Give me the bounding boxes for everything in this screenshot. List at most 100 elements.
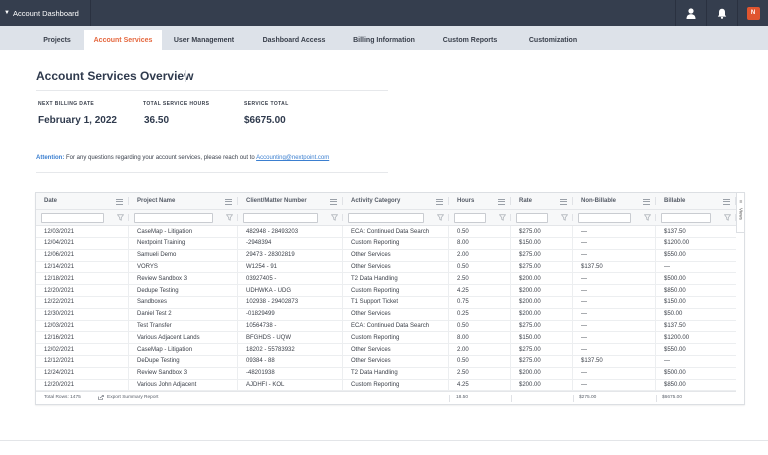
cell-activity-category: Custom Reporting	[343, 285, 449, 296]
column-header-activity-category[interactable]: Activity Category	[343, 193, 449, 209]
cell-client-matter-number: 10564738 -	[238, 320, 343, 332]
tab-user-management[interactable]: User Management	[173, 36, 235, 44]
column-menu-icon[interactable]	[436, 197, 443, 205]
cell-rate: $200.00	[511, 285, 573, 296]
cell-activity-category: Other Services	[343, 355, 449, 367]
tab-dashboard-access[interactable]: Dashboard Access	[262, 36, 326, 44]
table-row[interactable]: 12/03/2021 CaseMap - Litigation 482948 - 2…	[36, 226, 736, 238]
nextpoint-logo-button[interactable]: N	[737, 0, 768, 26]
cell-hours: 8.00	[449, 237, 511, 249]
service-total-value: $6675.00	[244, 115, 286, 126]
table-row[interactable]: 12/24/2021 Review Sandbox 3 -48201938 T2 Da…	[36, 367, 736, 380]
notifications-button[interactable]	[706, 0, 737, 26]
table-row[interactable]: 12/12/2021 DeDupe Testing 09384 - 88 Other …	[36, 355, 736, 368]
filter-icon[interactable]	[331, 214, 338, 221]
footer-separator	[656, 395, 657, 402]
column-header-rate[interactable]: Rate	[511, 193, 573, 209]
cell-date: 12/16/2021	[36, 332, 129, 344]
grid-body: Date Project Name Client/Matter Number A…	[36, 193, 736, 404]
non-billable-filter-input[interactable]	[578, 212, 631, 223]
accounting-email-link[interactable]: Accounting@nextpoint.com	[256, 155, 330, 161]
billable-total: $6675.00	[662, 395, 683, 400]
divider	[36, 90, 388, 91]
filter-icon[interactable]	[724, 214, 731, 221]
column-header-date[interactable]: Date	[36, 193, 129, 209]
account-dashboard-menu[interactable]: ▼ Account Dashboard	[0, 0, 91, 26]
column-header-client-matter-number[interactable]: Client/Matter Number	[238, 193, 343, 209]
views-panel-toggle[interactable]: ≡ Views	[736, 193, 745, 233]
tab-account-services[interactable]: Account Services	[84, 30, 162, 50]
column-menu-icon[interactable]	[643, 197, 650, 205]
tab-custom-reports[interactable]: Custom Reports	[442, 36, 498, 44]
cell-date: 12/20/2021	[36, 379, 129, 391]
export-summary-report-button[interactable]: Export Summary Report	[98, 395, 158, 400]
table-row[interactable]: 12/20/2021 Various John Adjacent AJDHFI - …	[36, 379, 736, 392]
filter-icon[interactable]	[117, 214, 124, 221]
cell-activity-category: Custom Reporting	[343, 379, 449, 391]
table-row[interactable]: 12/14/2021 VORYS W1254 - 91 Other Services 0…	[36, 261, 736, 274]
project-name-filter-input[interactable]	[134, 212, 213, 223]
column-menu-icon[interactable]	[723, 197, 730, 205]
cell-activity-category: Other Services	[343, 261, 449, 273]
table-row[interactable]: 12/04/2021 Nextpoint Training -2948394 Cust…	[36, 237, 736, 250]
grid-header-row: Date Project Name Client/Matter Number A…	[36, 193, 736, 210]
cell-rate: $200.00	[511, 367, 573, 379]
column-menu-icon[interactable]	[116, 197, 123, 205]
cell-date: 12/14/2021	[36, 261, 129, 273]
column-header-billable[interactable]: Billable	[656, 193, 736, 209]
filter-cell-billable	[656, 210, 736, 225]
date-filter-input[interactable]	[41, 212, 104, 223]
tab-billing-information[interactable]: Billing Information	[353, 36, 415, 44]
column-header-project-name[interactable]: Project Name	[129, 193, 238, 209]
table-row[interactable]: 12/06/2021 Samueli Demo 29473 - 28302819 Ot…	[36, 249, 736, 262]
list-icon: ≡	[739, 199, 743, 205]
column-header-non-billable[interactable]: Non-Billable	[573, 193, 656, 209]
cell-client-matter-number: -01829499	[238, 308, 343, 320]
total-rows-count: Total Rows: 1475	[44, 395, 81, 400]
filter-icon[interactable]	[499, 214, 506, 221]
cell-rate: $275.00	[511, 355, 573, 367]
cell-client-matter-number: 03927405 -	[238, 273, 343, 285]
billable-filter-input[interactable]	[661, 212, 711, 223]
cell-activity-category: ECA: Continued Data Search	[343, 320, 449, 332]
cell-rate: $275.00	[511, 249, 573, 261]
column-menu-icon[interactable]	[330, 197, 337, 205]
table-row[interactable]: 12/20/2021 Dedupe Testing UDHWKA - UDG Cust…	[36, 285, 736, 297]
client-matter-filter-input[interactable]	[243, 212, 318, 223]
column-header-hours[interactable]: Hours	[449, 193, 511, 209]
user-button[interactable]	[675, 0, 706, 26]
filter-icon[interactable]	[561, 214, 568, 221]
table-row[interactable]: 12/02/2021 CaseMap - Litigation 18202 - 55…	[36, 344, 736, 356]
cell-project-name: CaseMap - Litigation	[129, 344, 238, 355]
cell-activity-category: T2 Data Handling	[343, 273, 449, 285]
cell-non-billable: —	[573, 379, 656, 391]
filter-icon[interactable]	[226, 214, 233, 221]
table-row[interactable]: 12/18/2021 Review Sandbox 3 03927405 - T2 D…	[36, 273, 736, 286]
tab-customization[interactable]: Customization	[528, 36, 578, 44]
cell-date: 12/02/2021	[36, 344, 129, 355]
hours-filter-input[interactable]	[454, 212, 486, 223]
cell-rate: $150.00	[511, 332, 573, 344]
table-row[interactable]: 12/16/2021 Various Adjacent Lands BFGHDS -…	[36, 332, 736, 345]
tab-projects[interactable]: Projects	[43, 36, 71, 44]
cell-client-matter-number: 09384 - 88	[238, 355, 343, 367]
rate-filter-input[interactable]	[516, 212, 548, 223]
filter-icon[interactable]	[437, 214, 444, 221]
column-menu-icon[interactable]	[560, 197, 567, 205]
cell-non-billable: —	[573, 273, 656, 285]
filter-cell-rate	[511, 210, 573, 225]
cell-date: 12/04/2021	[36, 237, 129, 249]
cell-date: 12/03/2021	[36, 226, 129, 237]
cell-billable: —	[664, 263, 670, 270]
activity-category-filter-input[interactable]	[348, 212, 424, 223]
column-menu-icon[interactable]	[498, 197, 505, 205]
column-menu-icon[interactable]	[225, 197, 232, 205]
cell-billable: $500.00	[664, 275, 686, 282]
filter-icon[interactable]	[644, 214, 651, 221]
table-row[interactable]: 12/30/2021 Daniel Test 2 -01829499 Other Se…	[36, 308, 736, 321]
table-row[interactable]: 12/22/2021 Sandboxes 102938 - 29402873 T1 S…	[36, 296, 736, 309]
attention-text: For any questions regarding your account…	[64, 155, 257, 161]
grid-filter-row	[36, 210, 736, 226]
attention-label: Attention:	[36, 155, 65, 161]
table-row[interactable]: 12/03/2021 Test Transfer 10564738 - ECA: Co…	[36, 320, 736, 333]
